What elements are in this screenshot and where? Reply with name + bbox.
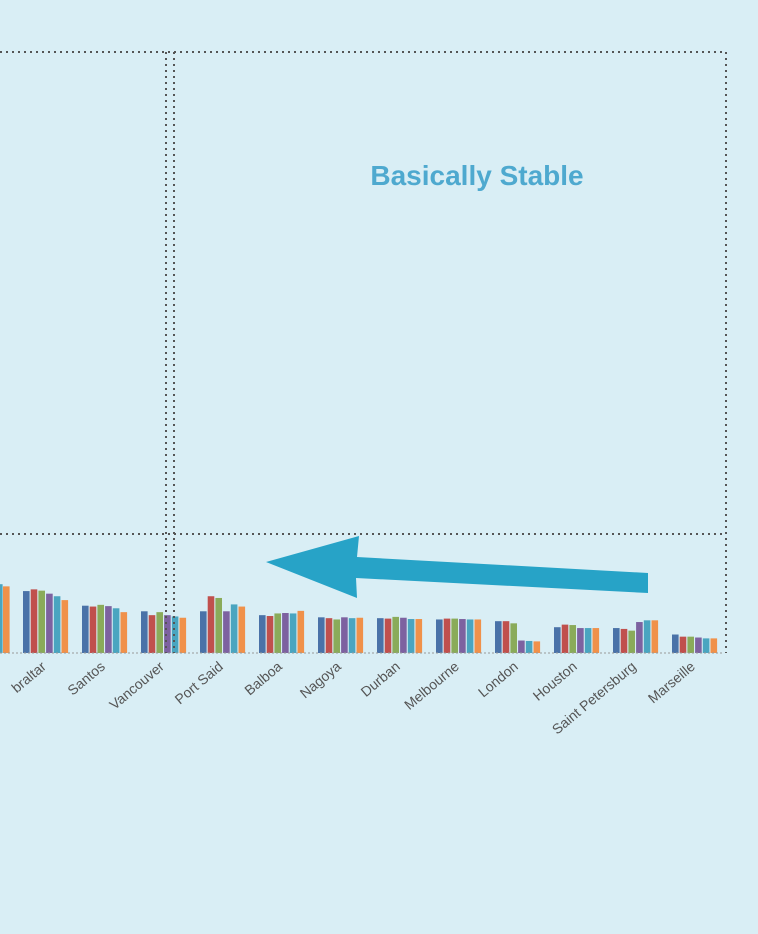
bar-saint-petersburg-1 (620, 628, 628, 653)
bar-santos-4 (112, 608, 120, 653)
dotted-region-boxes (0, 51, 727, 653)
bar-vancouver-5 (179, 617, 187, 653)
bar-vancouver-4 (171, 616, 179, 653)
bar-saint-petersburg-4 (643, 620, 651, 653)
bar-london-3 (518, 640, 525, 653)
bar-durban-1 (384, 618, 392, 653)
bar-balboa-3 (282, 613, 289, 653)
bar-london-1 (502, 621, 510, 653)
bar-london-4 (525, 640, 533, 653)
annotation-label: Basically Stable (370, 160, 583, 191)
bar-gibraltar-0 (23, 591, 30, 653)
bar-balboa-1 (266, 616, 274, 653)
bar-saint-petersburg-0 (613, 628, 620, 653)
bar-melbourne-3 (459, 619, 466, 653)
bar-gibraltar-4 (53, 596, 61, 653)
bar-durban-2 (392, 616, 399, 653)
bar-port-said-2 (215, 597, 222, 653)
bar-santos-5 (120, 612, 128, 653)
bar-balboa-2 (274, 613, 281, 653)
bar-houston-1 (561, 624, 569, 653)
bar-nagoya-4 (348, 618, 356, 653)
bar-port-said-4 (230, 604, 238, 653)
bar-marseille-4 (702, 638, 710, 653)
bar-houston-0 (554, 627, 561, 653)
bar-saint-petersburg-5 (651, 620, 659, 653)
bar-gibraltar-2 (38, 590, 45, 653)
bar-houston-3 (577, 628, 584, 653)
bar-saint-petersburg-3 (636, 622, 643, 653)
bar-gibraltar-1 (30, 589, 38, 653)
bar-balboa-0 (259, 615, 266, 653)
bar-santos-0 (82, 605, 89, 653)
bar-partial-group (0, 584, 3, 653)
bar-durban-0 (377, 618, 384, 653)
bar-nagoya-2 (333, 619, 340, 653)
bar-balboa-4 (289, 613, 297, 653)
bar-melbourne-4 (466, 619, 474, 653)
bar-balboa-5 (297, 610, 305, 653)
bar-london-5 (533, 641, 541, 653)
bar-gibraltar-3 (46, 593, 53, 653)
bar-marseille-2 (687, 636, 694, 653)
bar-port-said-3 (223, 611, 230, 653)
bar-nagoya-1 (325, 618, 333, 653)
bar-gibraltar-5 (61, 600, 69, 653)
bar-london-0 (495, 621, 502, 653)
bar-durban-3 (400, 617, 407, 653)
bar-santos-3 (105, 606, 112, 653)
bar-vancouver-1 (148, 615, 156, 653)
bar-houston-2 (569, 625, 576, 653)
bar-marseille-5 (710, 638, 718, 653)
bar-port-said-0 (200, 611, 207, 653)
bar-santos-1 (89, 606, 97, 653)
bar-melbourne-0 (436, 619, 443, 653)
bar-marseille-3 (695, 637, 702, 653)
bar-durban-5 (415, 619, 423, 653)
bar-nagoya-0 (318, 617, 325, 653)
bar-melbourne-5 (474, 619, 482, 653)
bar-houston-4 (584, 628, 592, 653)
bar-vancouver-3 (164, 615, 171, 653)
bar-port-said-1 (207, 596, 215, 653)
bar-vancouver-2 (156, 612, 163, 653)
left-arrow-annotation (266, 536, 648, 598)
bar-melbourne-2 (451, 618, 458, 653)
bar-port-said-5 (238, 606, 246, 653)
bar-houston-5 (592, 628, 600, 653)
bar-marseille-0 (672, 634, 679, 653)
bar-marseille-1 (679, 636, 687, 653)
bar-melbourne-1 (443, 618, 451, 653)
bar-london-2 (510, 623, 517, 653)
bar-nagoya-5 (356, 617, 364, 653)
bar-vancouver-0 (141, 611, 148, 653)
bar-saint-petersburg-2 (628, 630, 635, 653)
bar-group (0, 584, 718, 653)
bar-partial-group (3, 586, 10, 653)
bar-durban-4 (407, 619, 415, 653)
bar-nagoya-3 (341, 617, 348, 653)
bar-santos-2 (97, 604, 104, 653)
